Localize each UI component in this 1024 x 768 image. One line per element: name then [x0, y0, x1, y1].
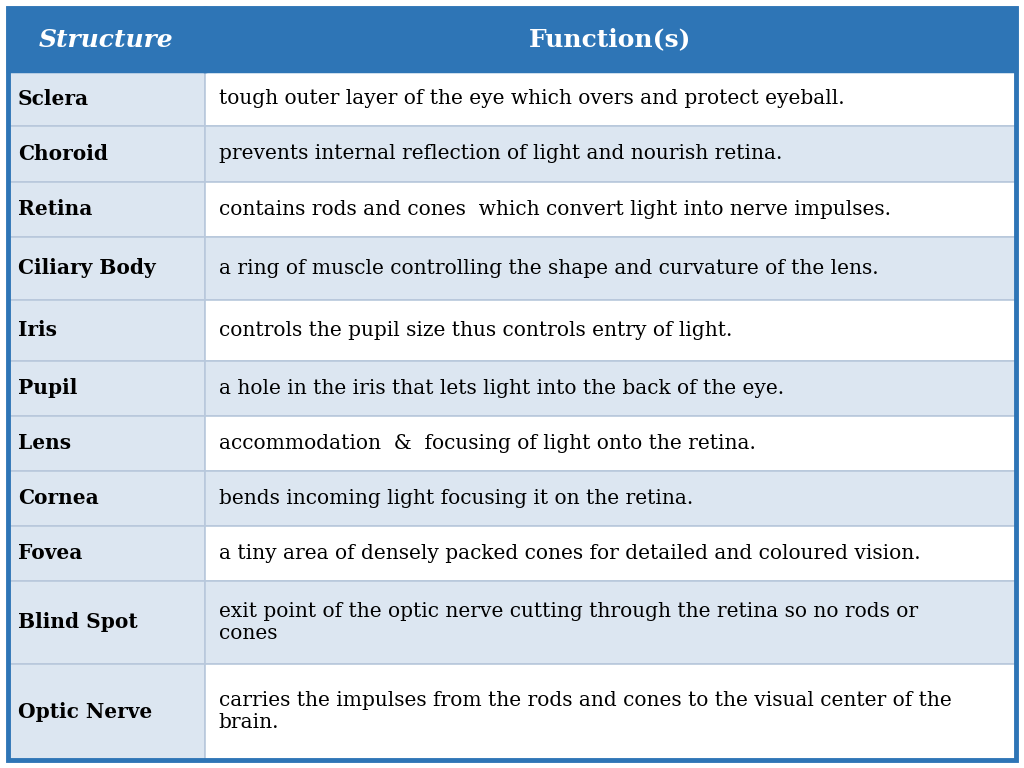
Bar	[8, 300, 205, 361]
Bar	[8, 237, 205, 300]
Bar	[205, 127, 1016, 181]
Text: a ring of muscle controlling the shape and curvature of the lens.: a ring of muscle controlling the shape a…	[218, 259, 879, 278]
Text: tough outer layer of the eye which overs and protect eyeball.: tough outer layer of the eye which overs…	[218, 89, 844, 108]
Text: Ciliary Body: Ciliary Body	[18, 258, 156, 278]
Text: Sclera: Sclera	[18, 89, 89, 109]
Bar	[8, 71, 205, 127]
Text: Cornea: Cornea	[18, 488, 98, 508]
Text: Blind Spot: Blind Spot	[18, 612, 137, 632]
Bar	[205, 237, 1016, 300]
Bar	[205, 415, 1016, 471]
Bar	[8, 8, 205, 71]
Bar	[8, 526, 205, 581]
Bar	[205, 581, 1016, 664]
Text: Iris: Iris	[18, 320, 57, 340]
Bar	[8, 415, 205, 471]
Text: prevents internal reflection of light and nourish retina.: prevents internal reflection of light an…	[218, 144, 782, 164]
Text: Function(s): Function(s)	[529, 28, 691, 51]
Bar	[8, 181, 205, 237]
Bar	[8, 127, 205, 181]
Text: a hole in the iris that lets light into the back of the eye.: a hole in the iris that lets light into …	[218, 379, 783, 398]
Bar	[205, 361, 1016, 415]
Bar	[205, 526, 1016, 581]
Text: controls the pupil size thus controls entry of light.: controls the pupil size thus controls en…	[218, 321, 732, 339]
Bar	[205, 471, 1016, 526]
Bar	[205, 300, 1016, 361]
Text: a tiny area of densely packed cones for detailed and coloured vision.: a tiny area of densely packed cones for …	[218, 544, 921, 563]
Bar	[8, 664, 205, 760]
Text: contains rods and cones  which convert light into nerve impulses.: contains rods and cones which convert li…	[218, 200, 891, 219]
Bar	[205, 664, 1016, 760]
Text: Retina: Retina	[18, 199, 92, 219]
Bar	[205, 8, 1016, 71]
Bar	[8, 581, 205, 664]
Bar	[205, 181, 1016, 237]
Text: Lens: Lens	[18, 433, 71, 453]
Text: accommodation  &  focusing of light onto the retina.: accommodation & focusing of light onto t…	[218, 434, 756, 452]
Bar	[8, 361, 205, 415]
Text: Structure: Structure	[39, 28, 174, 51]
Text: exit point of the optic nerve cutting through the retina so no rods or
cones: exit point of the optic nerve cutting th…	[218, 602, 918, 643]
Bar	[8, 471, 205, 526]
Text: carries the impulses from the rods and cones to the visual center of the
brain.: carries the impulses from the rods and c…	[218, 691, 951, 733]
Text: Choroid: Choroid	[18, 144, 108, 164]
Text: Pupil: Pupil	[18, 378, 78, 398]
Bar	[205, 71, 1016, 127]
Text: bends incoming light focusing it on the retina.: bends incoming light focusing it on the …	[218, 488, 693, 508]
Text: Optic Nerve: Optic Nerve	[18, 702, 153, 722]
Text: Fovea: Fovea	[18, 544, 82, 564]
